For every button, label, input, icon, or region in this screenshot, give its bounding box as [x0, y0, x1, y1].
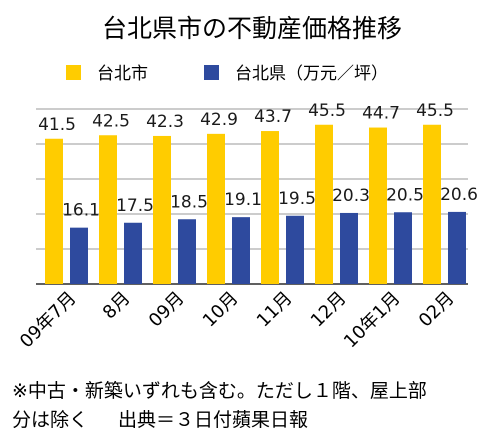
- footnote-exclusion: 分は除く: [12, 409, 89, 431]
- data-label: 19.1: [224, 190, 262, 210]
- bar-taipei-city: [207, 133, 225, 284]
- bar-taipei-county: [70, 227, 88, 284]
- bar-taipei-city: [423, 124, 441, 284]
- x-tick-label: 10年1月: [340, 288, 405, 353]
- data-label: 42.3: [146, 112, 184, 132]
- bar-taipei-city: [99, 135, 117, 284]
- bar-taipei-county: [340, 212, 358, 284]
- data-label: 44.7: [362, 104, 400, 124]
- legend-label: 台北県（万元／坪）: [235, 64, 388, 84]
- x-tick-label: 10月: [199, 288, 243, 332]
- data-label: 18.5: [170, 192, 208, 212]
- bar-taipei-city: [261, 131, 279, 284]
- bars: [45, 124, 466, 284]
- bar-taipei-city: [369, 127, 387, 284]
- footnote-line-2: 分は除く 出典＝３日付蘋果日報: [12, 407, 498, 433]
- data-labels: 41.5 42.5 42.3 42.9 43.7 45.5 44.7 45.5 16.1 17.5…: [38, 101, 478, 221]
- data-label: 43.7: [254, 107, 292, 127]
- data-label: 20.6: [440, 185, 478, 205]
- x-tick-label: 09年7月: [16, 288, 81, 353]
- data-label: 45.5: [308, 101, 346, 121]
- data-label: 41.5: [38, 115, 76, 135]
- data-label: 20.3: [332, 186, 370, 206]
- bar-taipei-city: [153, 135, 171, 284]
- bar-taipei-county: [178, 219, 196, 284]
- bar-taipei-county: [286, 215, 304, 284]
- legend-label: 台北市: [97, 64, 148, 84]
- footnote-source: 出典＝３日付蘋果日報: [118, 409, 309, 431]
- x-tick-label: 11月: [253, 288, 297, 332]
- x-tick-label: 12月: [307, 288, 351, 332]
- data-label: 17.5: [116, 196, 154, 216]
- legend: 台北市 台北県（万元／坪）: [66, 64, 388, 84]
- legend-swatch: [204, 65, 219, 80]
- chart: 台北県市の不動産価格推移 台北市 台北県（万元／坪） 41.5 42.5 42.3 42…: [16, 14, 478, 353]
- bar-taipei-county: [232, 217, 250, 284]
- x-tick-label: 09月: [145, 288, 189, 332]
- data-label: 45.5: [416, 101, 454, 121]
- data-label: 16.1: [62, 201, 100, 221]
- bar-taipei-city: [45, 138, 63, 284]
- data-label: 42.5: [92, 111, 130, 131]
- legend-swatch: [66, 65, 81, 80]
- bar-taipei-county: [394, 212, 412, 284]
- data-label: 42.9: [200, 110, 238, 130]
- bar-taipei-county: [124, 222, 142, 284]
- bar-taipei-county: [448, 211, 466, 284]
- chart-title: 台北県市の不動産価格推移: [102, 14, 402, 43]
- x-tick-label: 8月: [99, 288, 135, 324]
- data-label: 20.5: [386, 185, 424, 205]
- data-label: 19.5: [278, 189, 316, 209]
- x-tick-label: 02月: [415, 288, 459, 332]
- bar-taipei-city: [315, 124, 333, 284]
- footnote-line-1: ※中古・新築いずれも含む。ただし１階、屋上部: [12, 380, 427, 402]
